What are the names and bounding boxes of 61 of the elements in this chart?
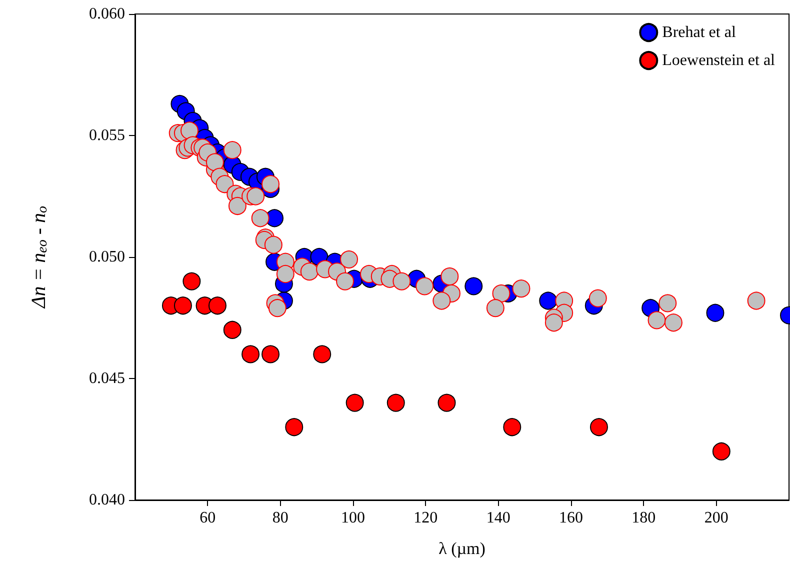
point [228, 196, 246, 215]
point [336, 272, 354, 290]
point [264, 236, 282, 254]
point [503, 418, 522, 436]
x-tick-label: 100 [341, 510, 365, 526]
point [300, 262, 318, 281]
point [544, 314, 563, 332]
y-tick-label: 0.045 [89, 370, 125, 387]
x-tick-label: 60 [200, 510, 216, 526]
y-tick-label: 0.060 [89, 6, 125, 22]
point [440, 267, 459, 286]
legend-label: Brehat et al [662, 24, 736, 41]
point [539, 292, 558, 310]
point [180, 122, 198, 140]
point [251, 209, 270, 228]
point [276, 265, 294, 284]
point [174, 296, 192, 315]
point [216, 175, 234, 194]
x-tick-label: 160 [559, 510, 583, 526]
point [223, 320, 242, 339]
point [285, 418, 304, 436]
point [346, 394, 364, 412]
point [590, 418, 608, 436]
x-tick-label: 140 [486, 510, 510, 526]
point [648, 311, 666, 330]
x-tick-label: 180 [632, 510, 656, 526]
point [658, 294, 677, 312]
point [208, 296, 226, 315]
point [246, 187, 265, 206]
point [223, 141, 242, 160]
point [486, 299, 504, 318]
point [392, 272, 411, 290]
point [386, 394, 405, 412]
point [747, 292, 766, 310]
point [438, 394, 456, 412]
x-tick-label: 80 [272, 510, 288, 526]
point [416, 277, 434, 296]
point [464, 277, 483, 296]
x-tick-label: 120 [414, 510, 438, 526]
point [664, 314, 682, 332]
point [242, 345, 260, 364]
y-tick-label: 0.055 [89, 127, 125, 144]
point [262, 175, 280, 194]
y-tick-label: 0.050 [89, 248, 125, 266]
y-axis-title: Δn = neo - no [28, 206, 50, 310]
point [182, 272, 201, 290]
legend-label: Loewenstein et al [662, 52, 776, 69]
point [588, 289, 607, 308]
point [712, 442, 730, 460]
point [492, 284, 510, 302]
point [512, 280, 530, 298]
point [268, 299, 286, 318]
x-tick-label: 200 [704, 510, 728, 526]
point [340, 250, 358, 268]
point [706, 304, 724, 322]
y-tick-label: 0.040 [89, 492, 125, 508]
point [432, 292, 451, 310]
point [313, 345, 332, 364]
x-axis-title: λ (µm) [438, 539, 486, 558]
point [262, 345, 280, 364]
point [206, 153, 224, 172]
